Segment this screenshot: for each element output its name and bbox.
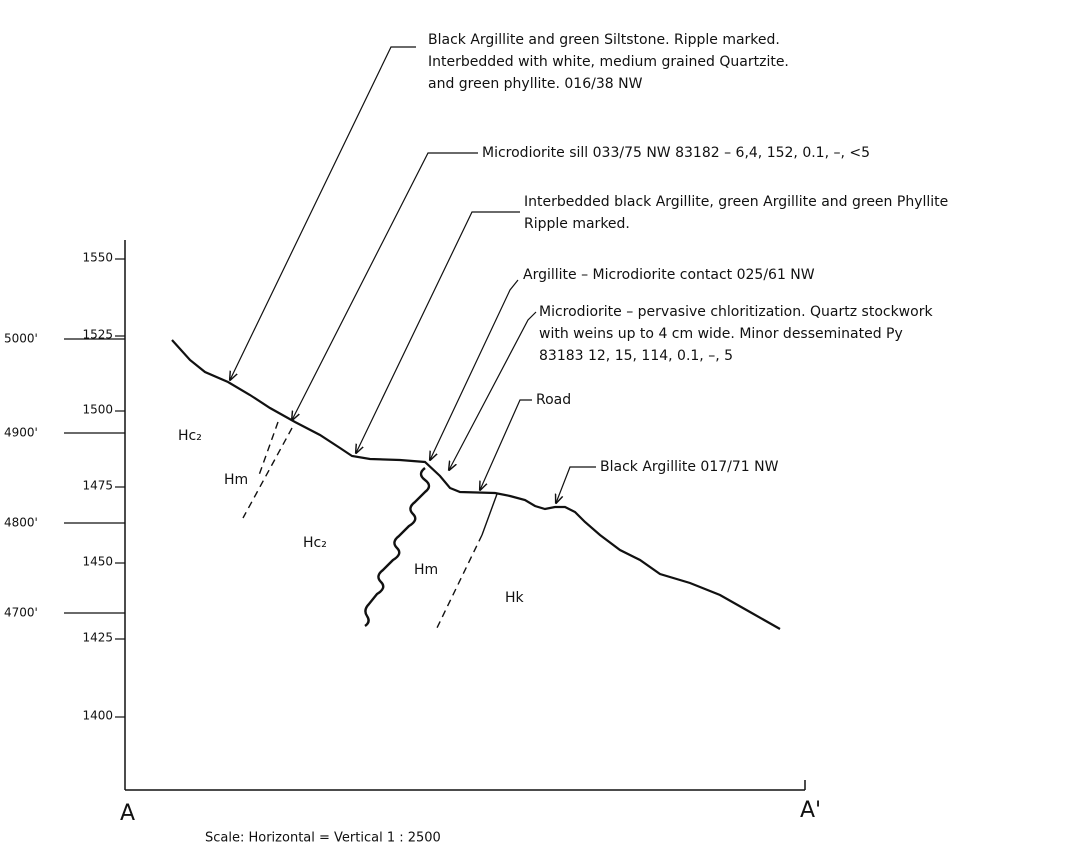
leader-line <box>230 47 416 380</box>
meter-label: 1400 <box>82 709 113 723</box>
annotation-text: and green phyllite. 016/38 NW <box>428 76 643 92</box>
annotation-text: Microdiorite – pervasive chloritization.… <box>539 304 933 320</box>
axes <box>125 240 805 790</box>
meter-label: 1425 <box>82 631 113 645</box>
contact-line <box>482 494 497 535</box>
annotation-text: Ripple marked. <box>524 216 630 232</box>
annotation-text: with weins up to 4 cm wide. Minor dessem… <box>539 326 903 342</box>
section-start: A <box>120 801 135 826</box>
feet-label: 4700' <box>4 606 38 620</box>
cross-section: 15501525150014751450142514005000'4900'48… <box>0 0 1087 845</box>
section-end: A' <box>800 798 821 823</box>
contact-line <box>435 535 482 632</box>
meter-label: 1500 <box>82 403 113 417</box>
annotation-text: Interbedded black Argillite, green Argil… <box>524 194 948 210</box>
wavy-contact <box>365 468 429 626</box>
leader-line <box>356 212 520 453</box>
annotation-text: Argillite – Microdiorite contact 025/61 … <box>523 267 815 283</box>
annotations: Black Argillite and green Siltstone. Rip… <box>428 32 948 475</box>
unit-label: Hm <box>414 562 438 578</box>
annotation-text: Road <box>536 392 571 408</box>
surface-profile <box>172 340 780 629</box>
contacts <box>243 422 497 632</box>
meter-label: 1550 <box>82 251 113 265</box>
annotation-text: 83183 12, 15, 114, 0.1, –, 5 <box>539 348 733 364</box>
contact-line <box>243 428 292 518</box>
feet-label: 4800' <box>4 516 38 530</box>
unit-label: Hc₂ <box>178 428 202 444</box>
axis-labels: 15501525150014751450142514005000'4900'48… <box>4 251 125 723</box>
meter-label: 1475 <box>82 479 113 493</box>
scale-note: Scale: Horizontal = Vertical 1 : 2500 <box>205 831 441 845</box>
unit-label: Hc₂ <box>303 535 327 551</box>
leader-line <box>480 400 532 490</box>
contact-line <box>258 422 278 478</box>
annotation-text: Microdiorite sill 033/75 NW 83182 – 6,4,… <box>482 145 870 161</box>
unit-label: Hk <box>505 590 525 606</box>
annotation-text: Interbedded with white, medium grained Q… <box>428 54 789 70</box>
feet-label: 5000' <box>4 332 38 346</box>
annotation-text: Black Argillite 017/71 NW <box>600 459 779 475</box>
meter-label: 1450 <box>82 555 113 569</box>
feet-label: 4900' <box>4 426 38 440</box>
unit-label: Hm <box>224 472 248 488</box>
leader-line <box>556 467 596 503</box>
annotation-text: Black Argillite and green Siltstone. Rip… <box>428 32 780 48</box>
